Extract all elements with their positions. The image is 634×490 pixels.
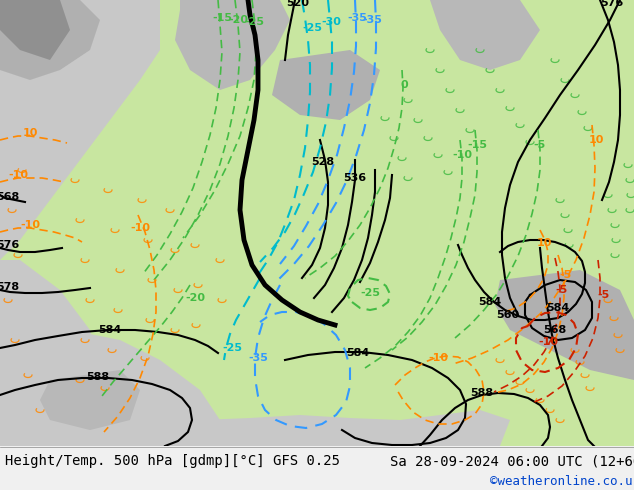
Text: -10: -10 [538, 337, 558, 347]
Text: -5: -5 [556, 285, 568, 295]
Polygon shape [100, 410, 510, 446]
Text: -10: -10 [8, 170, 28, 180]
Text: 520: 520 [287, 0, 309, 8]
Text: -10: -10 [130, 223, 150, 233]
Text: 584: 584 [479, 297, 501, 307]
Text: -5: -5 [598, 290, 610, 300]
Polygon shape [0, 260, 100, 446]
Text: -5: -5 [559, 270, 571, 280]
Text: 584: 584 [547, 303, 569, 313]
Polygon shape [0, 0, 100, 80]
Text: 576: 576 [0, 240, 20, 250]
Text: Sa 28-09-2024 06:00 UTC (12+66): Sa 28-09-2024 06:00 UTC (12+66) [390, 454, 634, 468]
Text: -35: -35 [347, 13, 367, 23]
Text: 10: 10 [22, 128, 37, 138]
Polygon shape [430, 0, 540, 70]
Text: -10: -10 [452, 150, 472, 160]
Polygon shape [175, 0, 290, 90]
Polygon shape [40, 370, 140, 430]
Polygon shape [0, 0, 160, 260]
Text: 0: 0 [400, 80, 408, 90]
Text: -10: -10 [428, 353, 448, 363]
Text: 568: 568 [0, 192, 20, 202]
Text: Height/Temp. 500 hPa [gdmp][°C] GFS 0.25: Height/Temp. 500 hPa [gdmp][°C] GFS 0.25 [5, 454, 340, 468]
Text: -25: -25 [222, 343, 242, 353]
Text: 528: 528 [311, 157, 335, 167]
Text: 578: 578 [0, 282, 20, 292]
Text: 588: 588 [86, 372, 110, 382]
Text: 10: 10 [588, 135, 604, 145]
Text: ©weatheronline.co.uk: ©weatheronline.co.uk [490, 475, 634, 488]
Text: 588: 588 [470, 388, 493, 398]
Text: 10: 10 [536, 238, 552, 248]
Text: -30: -30 [321, 17, 341, 27]
Text: -5: -5 [534, 140, 546, 150]
Text: -25: -25 [302, 23, 322, 33]
Text: -20: -20 [228, 15, 248, 25]
Text: -25: -25 [360, 288, 380, 298]
Polygon shape [0, 0, 634, 446]
Polygon shape [495, 270, 634, 380]
Text: 560: 560 [496, 310, 519, 320]
Text: -10: -10 [20, 220, 40, 230]
Polygon shape [0, 0, 70, 60]
Text: -20: -20 [185, 293, 205, 303]
Text: 568: 568 [543, 325, 567, 335]
Text: 576: 576 [600, 0, 624, 8]
Text: -15: -15 [212, 13, 232, 23]
Text: 536: 536 [344, 173, 366, 183]
Text: -35: -35 [362, 15, 382, 25]
Text: 584: 584 [98, 325, 122, 335]
Polygon shape [272, 50, 380, 120]
Text: -35: -35 [248, 353, 268, 363]
Text: -15: -15 [467, 140, 487, 150]
Text: 584: 584 [346, 348, 370, 358]
Polygon shape [0, 320, 220, 446]
Text: -25: -25 [244, 17, 264, 27]
